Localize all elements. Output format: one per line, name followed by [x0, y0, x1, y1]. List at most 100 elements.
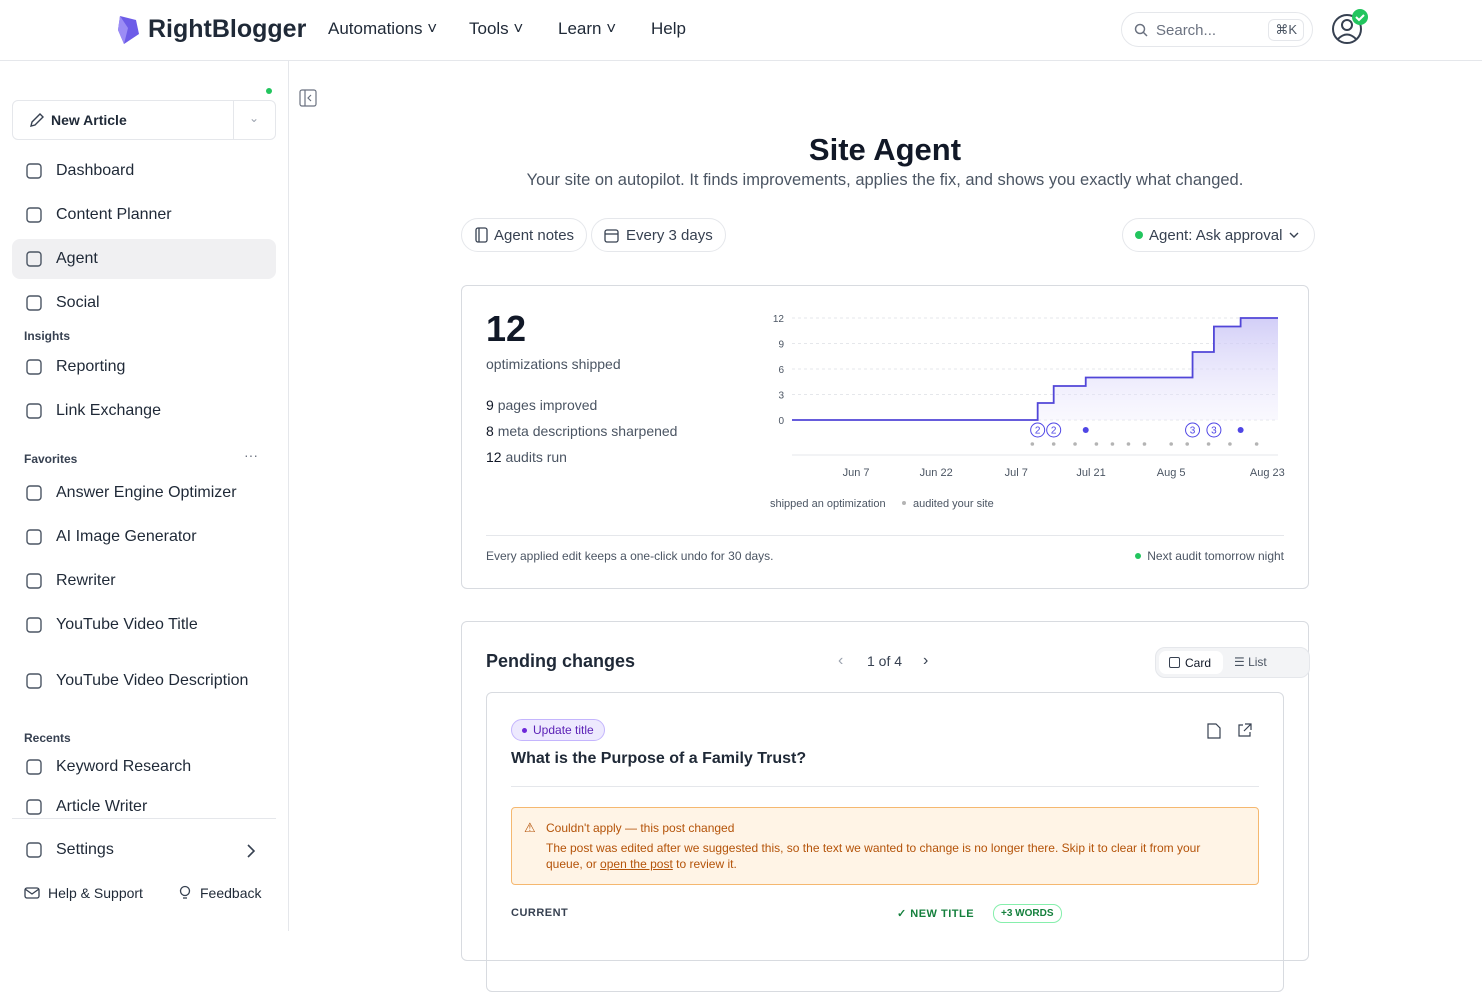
nav-item-label: Content Planner	[56, 206, 172, 223]
x-tick-label: Aug 23	[1250, 467, 1285, 479]
nav-item[interactable]: YouTube Video Description	[12, 653, 276, 709]
bulb-icon	[179, 885, 191, 899]
nav-tools[interactable]: Tools ˅	[469, 19, 524, 38]
item-icon	[26, 842, 42, 858]
page-title: Site Agent	[808, 132, 962, 167]
y-tick-label: 12	[773, 314, 785, 325]
card-view[interactable]: Card	[1159, 651, 1223, 674]
avatar[interactable]	[1330, 8, 1370, 48]
nav-item-label: Settings	[56, 841, 114, 858]
nav-item-label: Keyword Research	[56, 758, 192, 775]
event-dot	[1082, 427, 1089, 433]
nav-item[interactable]: Agent	[12, 239, 276, 279]
search-box[interactable]: Search... ⌘K	[1121, 12, 1313, 47]
nav-item[interactable]: Article Writer	[12, 787, 276, 827]
help-link[interactable]: Help & Support	[24, 885, 143, 901]
current-label: CURRENT	[511, 907, 569, 919]
nav-item[interactable]: Reporting	[12, 347, 276, 387]
nav-item[interactable]: Dashboard	[12, 151, 276, 191]
warning-body-end: to review it.	[672, 857, 737, 871]
agent-mode-button[interactable]: Agent: Ask approval	[1122, 218, 1316, 252]
badge-dot	[522, 727, 527, 733]
event-dot	[1110, 442, 1115, 446]
y-tick-label: 9	[778, 340, 784, 351]
feedback-link[interactable]: Feedback	[178, 885, 261, 901]
caret	[1289, 232, 1299, 238]
new-article-button[interactable]: New Article ⌄	[12, 100, 276, 140]
warning-box: ⚠ Couldn't apply — this post changed The…	[511, 807, 1259, 885]
help-label: Help & Support	[48, 885, 143, 901]
nav-automations[interactable]: Automations ˅	[328, 19, 438, 38]
event-marker	[1185, 422, 1201, 438]
shortcut: ⌘K	[1268, 19, 1304, 41]
stats-card: 12 optimizations shipped 9 pages improve…	[461, 285, 1309, 589]
stat-value: 9	[486, 397, 494, 413]
schedule-button[interactable]: Every 3 days	[591, 218, 726, 252]
total-value: 12	[486, 308, 527, 349]
nav-item-label: Answer Engine Optimizer	[56, 484, 237, 501]
stat: 12 audits run	[486, 444, 677, 470]
item-icon	[26, 759, 42, 775]
next-button[interactable]: ›	[923, 652, 929, 669]
dropdown-caret[interactable]: ⌄	[249, 111, 260, 125]
area	[792, 318, 1278, 420]
item-icon	[26, 251, 42, 267]
next-audit: Next audit tomorrow night	[1135, 549, 1284, 563]
top-bar: RightBlogger Automations ˅ Tools ˅ Learn…	[0, 0, 1482, 61]
nav-item[interactable]: Rewriter	[12, 561, 276, 601]
nav-item-label: Dashboard	[56, 162, 135, 179]
feedback-label: Feedback	[200, 885, 262, 901]
chevron	[247, 844, 256, 858]
agent-notes-button[interactable]: Agent notes	[461, 218, 588, 252]
pen-icon	[30, 113, 44, 127]
external-link-icon[interactable]	[1237, 723, 1252, 738]
open-post-link[interactable]: open the post	[600, 857, 673, 871]
status-dot	[1135, 553, 1142, 559]
nav-item[interactable]: Settings	[12, 830, 276, 870]
list-view[interactable]: ☰ List	[1234, 655, 1267, 669]
logo-text[interactable]: RightBlogger	[148, 15, 307, 43]
stat-value: 8	[486, 423, 494, 439]
nav-help[interactable]: Help	[651, 19, 686, 38]
stat-label: pages improved	[497, 397, 598, 413]
nav-learn[interactable]: Learn ˅	[558, 19, 617, 38]
legend-dot	[902, 501, 906, 505]
nav-item[interactable]: Link Exchange	[12, 391, 276, 431]
prev-button[interactable]: ‹	[838, 652, 844, 669]
more-button[interactable]: ···	[244, 447, 258, 463]
nav-item[interactable]: YouTube Video Title	[12, 605, 276, 645]
nav-item[interactable]: Keyword Research	[12, 747, 276, 787]
view-label: Card	[1185, 655, 1212, 670]
item-icon	[26, 673, 42, 689]
item-icon	[26, 163, 42, 179]
item-icon	[26, 403, 42, 419]
nav-item[interactable]: Social	[12, 283, 276, 323]
nav-item[interactable]: Content Planner	[12, 195, 276, 235]
event-dot	[1073, 442, 1077, 446]
button-label: Every 3 days	[626, 226, 713, 244]
view-toggle: Card ☰ List	[1155, 647, 1310, 678]
event-marker	[1046, 422, 1062, 438]
logo-icon	[118, 16, 139, 44]
stat: 8 meta descriptions sharpened	[486, 418, 677, 444]
search-icon	[1134, 23, 1148, 37]
sidebar: New Article ⌄ Dashboard Content Planner Ag…	[0, 61, 289, 931]
nav-item[interactable]: AI Image Generator	[12, 517, 276, 557]
nav-item[interactable]: Answer Engine Optimizer	[12, 473, 276, 513]
x-tick-label: Jul 7	[1005, 467, 1028, 479]
nav-item-label: YouTube Video Title	[56, 616, 198, 633]
divider	[233, 101, 234, 139]
warning-text: The post was edited after we suggested t…	[546, 840, 1236, 872]
item-icon	[26, 485, 42, 501]
warning-icon: ⚠	[524, 820, 536, 835]
legend-label: shipped an optimization	[770, 498, 886, 510]
doc-icon[interactable]	[1207, 723, 1221, 739]
event-dot	[1094, 442, 1099, 446]
stat-label: audits run	[505, 449, 567, 465]
x-tick-label: Jul 21	[1076, 467, 1105, 479]
event-dot	[1051, 442, 1056, 446]
words-badge: +3 WORDS	[993, 904, 1062, 923]
item-icon	[26, 617, 42, 633]
collapse-button[interactable]	[299, 89, 317, 107]
